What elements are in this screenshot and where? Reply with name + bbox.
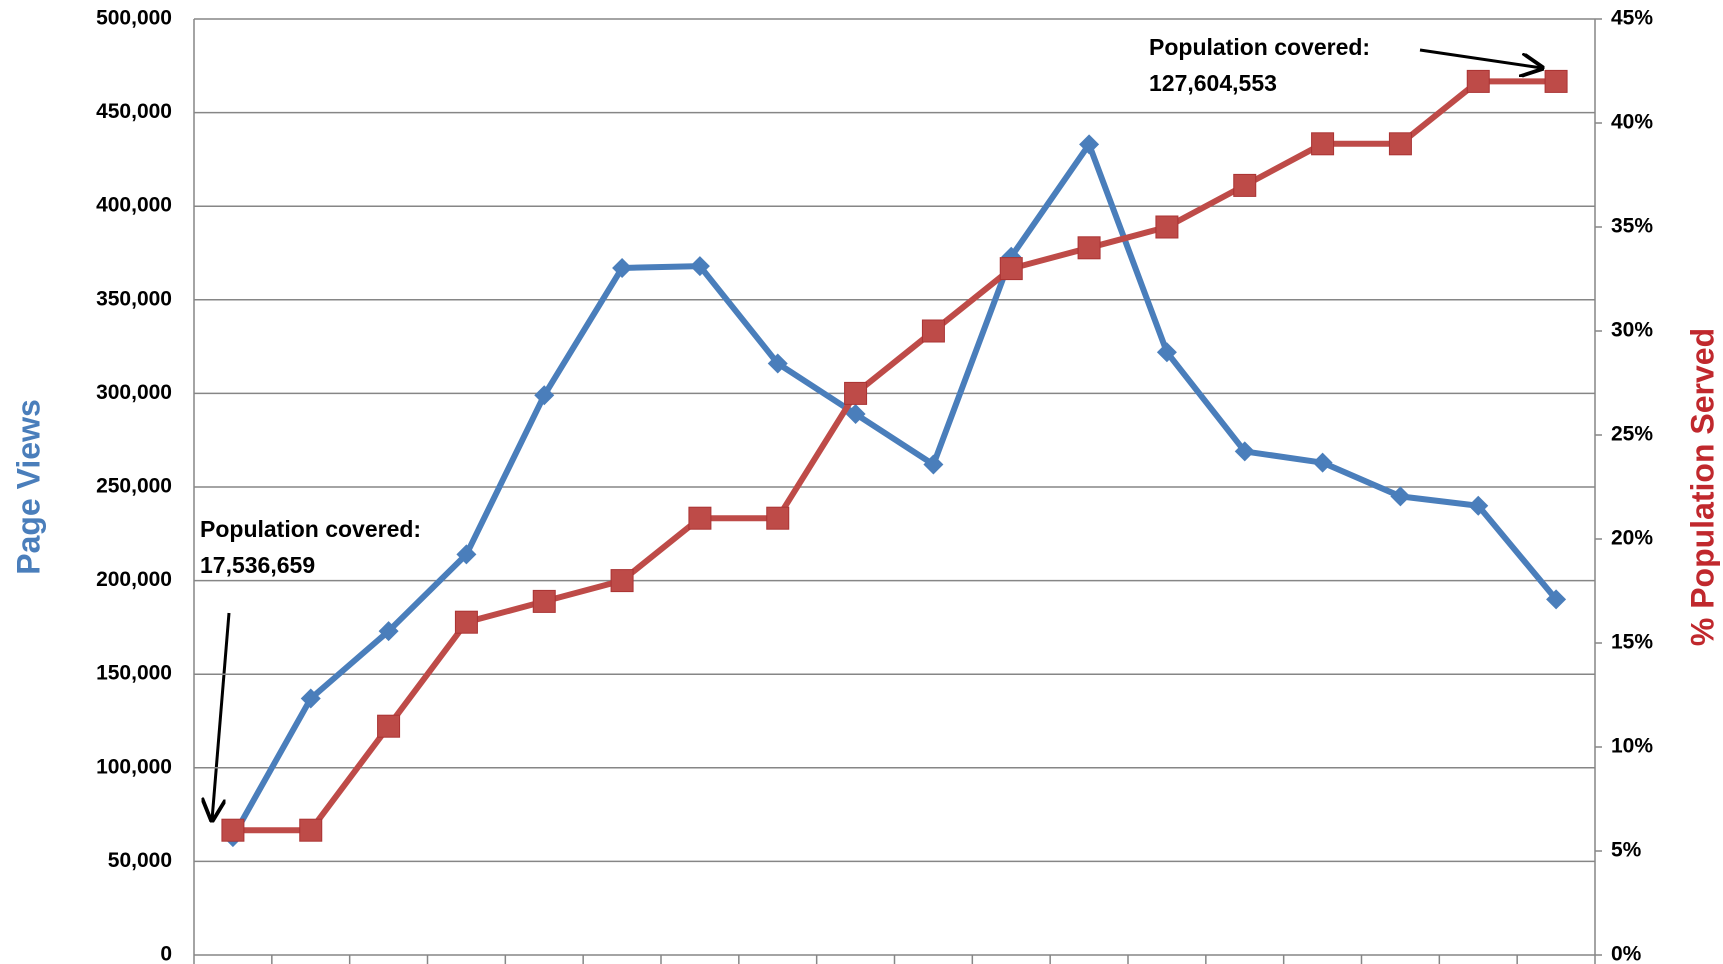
point-marker: [1544, 69, 1568, 93]
y-tick-label: 250,000: [96, 475, 172, 498]
y-tick-label: 0: [160, 943, 172, 964]
y-axis-title: Page Views: [10, 399, 46, 575]
annotation: Population covered:: [1149, 34, 1370, 60]
y2-tick-label: 10%: [1611, 735, 1653, 758]
y-tick-label: 350,000: [96, 287, 172, 310]
y2-tick-label: 0%: [1611, 943, 1642, 964]
point-marker: [767, 353, 788, 374]
y-tick-label: 500,000: [96, 7, 172, 30]
point-marker: [1546, 589, 1567, 610]
y2-tick-label: 5%: [1611, 839, 1642, 862]
point-marker: [844, 381, 868, 405]
point-marker: [1156, 342, 1177, 363]
point-marker: [456, 544, 477, 565]
annotation-arrow: [212, 612, 231, 820]
y2-tick-label: 20%: [1611, 527, 1653, 550]
point-marker: [1234, 441, 1255, 462]
point-marker: [1155, 215, 1179, 239]
y2-tick-label: 40%: [1611, 111, 1653, 134]
annotation: Population covered:: [200, 516, 421, 542]
annotation: 17,536,659: [200, 552, 315, 578]
point-marker: [1390, 486, 1411, 507]
point-marker: [300, 688, 321, 709]
point-marker: [1311, 132, 1335, 156]
point-marker: [845, 403, 866, 424]
point-marker: [1233, 173, 1257, 197]
point-marker: [689, 256, 710, 277]
point-marker: [1079, 134, 1100, 155]
y-tick-label: 450,000: [96, 100, 172, 123]
point-marker: [299, 818, 323, 842]
y-tick-label: 400,000: [96, 194, 172, 217]
point-marker: [999, 257, 1023, 281]
series-line: [230, 141, 1559, 839]
point-marker: [766, 506, 790, 530]
point-marker: [612, 257, 633, 278]
point-marker: [221, 818, 245, 842]
point-marker: [921, 319, 945, 343]
y2-axis-title: % Population Served: [1684, 328, 1720, 646]
y-tick-label: 300,000: [96, 381, 172, 404]
y-tick-label: 100,000: [96, 755, 172, 778]
annotation: 127,604,553: [1149, 70, 1277, 96]
annotation-arrow: [1419, 48, 1542, 68]
point-marker: [534, 385, 555, 406]
point-marker: [1312, 452, 1333, 473]
y-tick-label: 150,000: [96, 662, 172, 685]
y-tick-label: 200,000: [96, 568, 172, 591]
y2-tick-label: 30%: [1611, 319, 1653, 342]
y-tick-label: 50,000: [108, 849, 172, 872]
y2-tick-label: 45%: [1611, 7, 1653, 30]
y2-tick-label: 25%: [1611, 423, 1653, 446]
point-marker: [1388, 132, 1412, 156]
y2-tick-label: 15%: [1611, 631, 1653, 654]
point-marker: [610, 569, 634, 593]
point-marker: [1468, 495, 1489, 516]
point-marker: [1466, 69, 1490, 93]
point-marker: [1077, 236, 1101, 260]
point-marker: [378, 621, 399, 642]
point-marker: [454, 610, 478, 634]
point-marker: [923, 454, 944, 475]
point-marker: [688, 506, 712, 530]
series-line: [232, 78, 1557, 834]
point-marker: [532, 589, 556, 613]
y2-tick-label: 35%: [1611, 215, 1653, 238]
point-marker: [377, 714, 401, 738]
